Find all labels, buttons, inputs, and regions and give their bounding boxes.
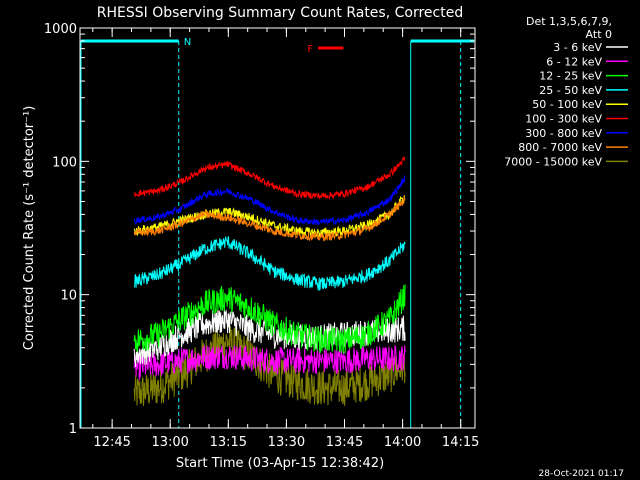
legend-label: 25 - 50 keV (539, 84, 602, 97)
y-tick-label: 100 (52, 155, 77, 170)
flag-label: F (307, 44, 313, 55)
plot-frame (79, 27, 476, 429)
series-line (133, 344, 406, 381)
y-tick-label: 10 (60, 289, 77, 304)
legend-label: 800 - 7000 keV (518, 141, 602, 154)
series-line (133, 325, 406, 407)
footer-timestamp: 28-Oct-2021 01:17 (539, 469, 624, 479)
series-group (133, 156, 406, 407)
x-axis-label: Start Time (03-Apr-15 12:38:42) (176, 456, 384, 471)
x-tick-label: 13:15 (210, 435, 247, 450)
legend-label: 100 - 300 keV (525, 113, 602, 126)
x-tick-label: 14:15 (442, 435, 479, 450)
x-tick-label: 13:00 (151, 435, 188, 450)
series-line (133, 175, 406, 226)
x-tick-label: 13:30 (268, 435, 305, 450)
series-line (134, 156, 406, 201)
y-axis-label: Corrected Count Rate (s⁻¹ detector⁻¹) (22, 106, 37, 351)
x-tick-label: 12:45 (93, 435, 130, 450)
chart-title: RHESSI Observing Summary Count Rates, Co… (97, 5, 463, 21)
legend-header: Det 1,3,5,6,7,9, (526, 15, 612, 28)
series-line (133, 235, 406, 291)
y-axis: 1 10 100 1000 (44, 22, 475, 437)
series-line (133, 284, 406, 354)
legend-header: Att 0 (586, 28, 612, 41)
x-tick-label: 13:45 (326, 435, 363, 450)
y-tick-label: 1 (69, 422, 77, 437)
legend-label: 50 - 100 keV (532, 98, 602, 111)
legend-label: 7000 - 15000 keV (504, 155, 602, 168)
legend-label: 12 - 25 keV (539, 70, 602, 83)
series-line (133, 196, 406, 242)
legend-label: 6 - 12 keV (546, 55, 602, 68)
night-label: N (184, 37, 191, 48)
x-axis: 12:45 13:00 13:15 13:30 13:45 14:00 14:15 (92, 28, 479, 450)
legend-label: 300 - 800 keV (525, 127, 602, 140)
y-tick-label: 1000 (44, 22, 77, 37)
legend-label: 3 - 6 keV (553, 41, 602, 54)
x-tick-label: 14:00 (384, 435, 421, 450)
